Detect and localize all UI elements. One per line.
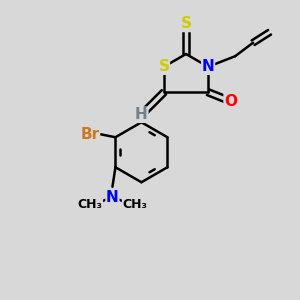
- Text: S: S: [181, 16, 191, 32]
- Text: CH₃: CH₃: [122, 198, 147, 211]
- Text: S: S: [158, 59, 169, 74]
- Text: N: N: [202, 59, 214, 74]
- Text: N: N: [106, 190, 119, 205]
- Text: Br: Br: [80, 127, 100, 142]
- Text: H: H: [135, 107, 148, 122]
- Text: O: O: [224, 94, 237, 109]
- Text: CH₃: CH₃: [77, 198, 102, 211]
